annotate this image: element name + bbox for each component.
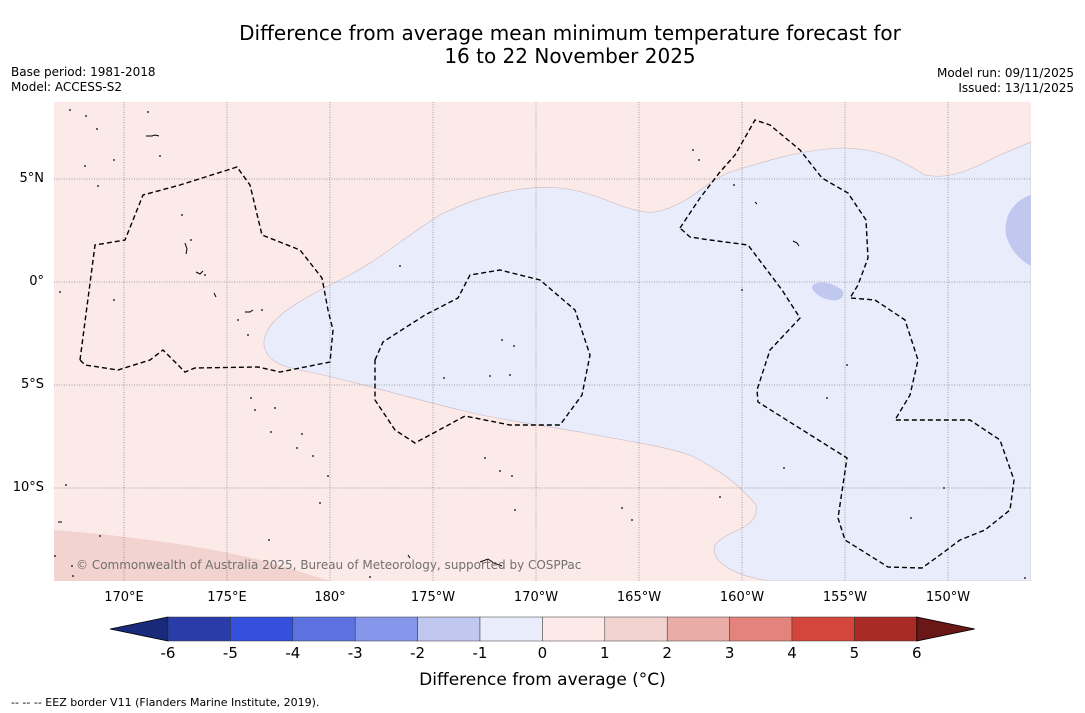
colorbar-segment <box>604 616 668 642</box>
colorbar-tick-label: -5 <box>222 644 238 662</box>
lon-label-170w: 170°W <box>513 590 559 605</box>
colorbar-segment <box>230 616 294 642</box>
colorbar-tick-label: -4 <box>285 644 301 662</box>
colorbar-extend-high <box>916 616 975 642</box>
colorbar-tick-label: -2 <box>410 644 426 662</box>
colorbar-tick-label: 5 <box>849 644 860 662</box>
colorbar-tick-label: -1 <box>472 644 488 662</box>
colorbar-segment <box>666 616 730 642</box>
chart-title: Difference from average mean minimum tem… <box>0 22 1085 68</box>
colorbar-tick-label: -3 <box>347 644 363 662</box>
colorbar-segment <box>791 616 855 642</box>
lon-label-150w: 150°W <box>925 590 971 605</box>
colorbar-segment <box>167 616 231 642</box>
colorbar-segment <box>729 616 793 642</box>
lat-label-5n: 5°N <box>19 171 45 186</box>
colorbar-segment <box>417 616 481 642</box>
colorbar-extend-low <box>109 616 169 642</box>
eez-legend-footnote: -- -- -- EEZ border V11 (Flanders Marine… <box>11 696 320 709</box>
lon-label-165w: 165°W <box>616 590 662 605</box>
gridlines <box>54 102 1031 581</box>
colorbar-tick-label: 1 <box>600 644 610 662</box>
colorbar-segment <box>854 616 918 642</box>
colorbar-tick-label: 3 <box>724 644 735 662</box>
lat-label-5s: 5°S <box>20 377 44 392</box>
model-name: Model: ACCESS-S2 <box>11 80 123 94</box>
warm-anomaly-patch-southwest <box>54 530 330 581</box>
lat-label-10s: 10°S <box>12 480 44 495</box>
lon-label-155w: 155°W <box>822 590 868 605</box>
colorbar-segment <box>479 616 543 642</box>
eez-borders <box>79 119 1015 569</box>
colorbar-tick-label: 4 <box>787 644 797 662</box>
lat-label-0: 0° <box>29 274 44 289</box>
title-line-2: 16 to 22 November 2025 <box>444 44 696 68</box>
small-islands <box>54 109 1026 579</box>
colorbar-tick-label: -6 <box>160 644 176 662</box>
copyright-notice: © Commonwealth of Australia 2025, Bureau… <box>76 558 582 572</box>
cool-anomaly-patch-east <box>1005 195 1031 266</box>
model-run-date: Model run: 09/11/2025 <box>936 66 1074 80</box>
cool-anomaly-patch-small <box>812 282 844 301</box>
title-line-1: Difference from average mean minimum tem… <box>239 21 901 45</box>
colorbar-tick-label: 2 <box>662 644 672 662</box>
run-info: Model run: 09/11/2025 Issued: 13/11/2025 <box>937 66 1074 96</box>
colorbar-tick-label: 6 <box>912 644 922 662</box>
lon-label-180: 180° <box>314 590 346 605</box>
base-period: Base period: 1981-2018 <box>11 65 156 79</box>
lon-label-170e: 170°E <box>104 590 144 605</box>
lon-label-175e: 175°E <box>207 590 247 605</box>
lon-label-175w: 175°W <box>410 590 456 605</box>
model-info: Base period: 1981-2018 Model: ACCESS-S2 <box>11 65 156 95</box>
cool-anomaly-region <box>263 141 1031 581</box>
colorbar-segment <box>354 616 418 642</box>
lon-label-160w: 160°W <box>719 590 765 605</box>
colorbar-segment <box>292 616 356 642</box>
colorbar-tick-label: 0 <box>537 644 548 662</box>
colorbar-segment <box>542 616 606 642</box>
islands <box>58 134 800 567</box>
colorbar-label: Difference from average (°C) <box>419 670 666 690</box>
issued-date: Issued: 13/11/2025 <box>958 81 1074 95</box>
